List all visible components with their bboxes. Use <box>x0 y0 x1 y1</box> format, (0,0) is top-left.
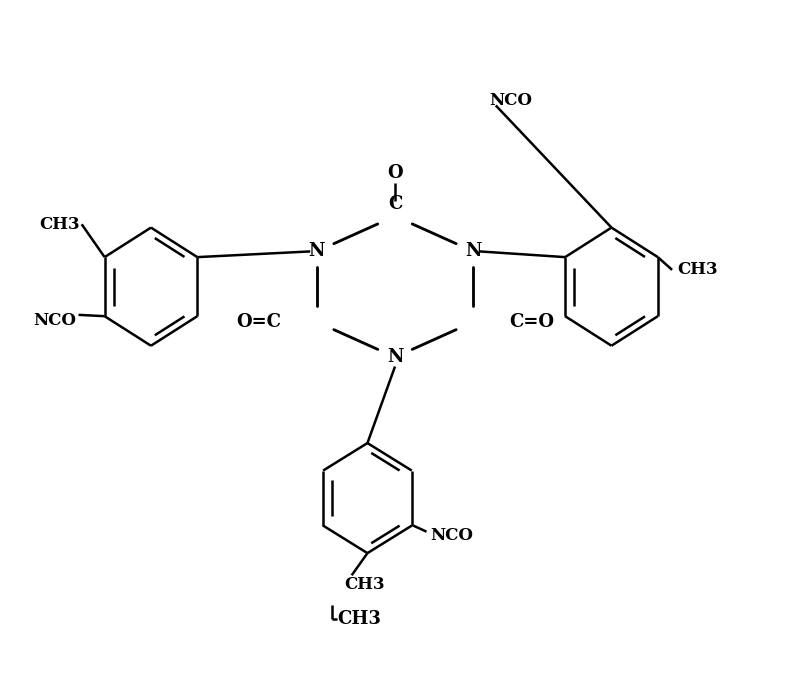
Text: N: N <box>387 348 403 366</box>
Text: NCO: NCO <box>490 92 532 109</box>
Text: O=C: O=C <box>236 313 281 331</box>
Text: NCO: NCO <box>33 311 76 329</box>
Text: C=O: C=O <box>509 313 554 331</box>
Text: CH3: CH3 <box>40 216 80 233</box>
Text: CH3: CH3 <box>337 610 382 628</box>
Text: N: N <box>308 243 325 260</box>
Text: NCO: NCO <box>431 526 473 543</box>
Text: C: C <box>388 195 402 213</box>
Text: N: N <box>465 243 482 260</box>
Text: O: O <box>387 164 403 181</box>
Text: CH3: CH3 <box>677 262 717 278</box>
Text: CH3: CH3 <box>344 576 385 592</box>
